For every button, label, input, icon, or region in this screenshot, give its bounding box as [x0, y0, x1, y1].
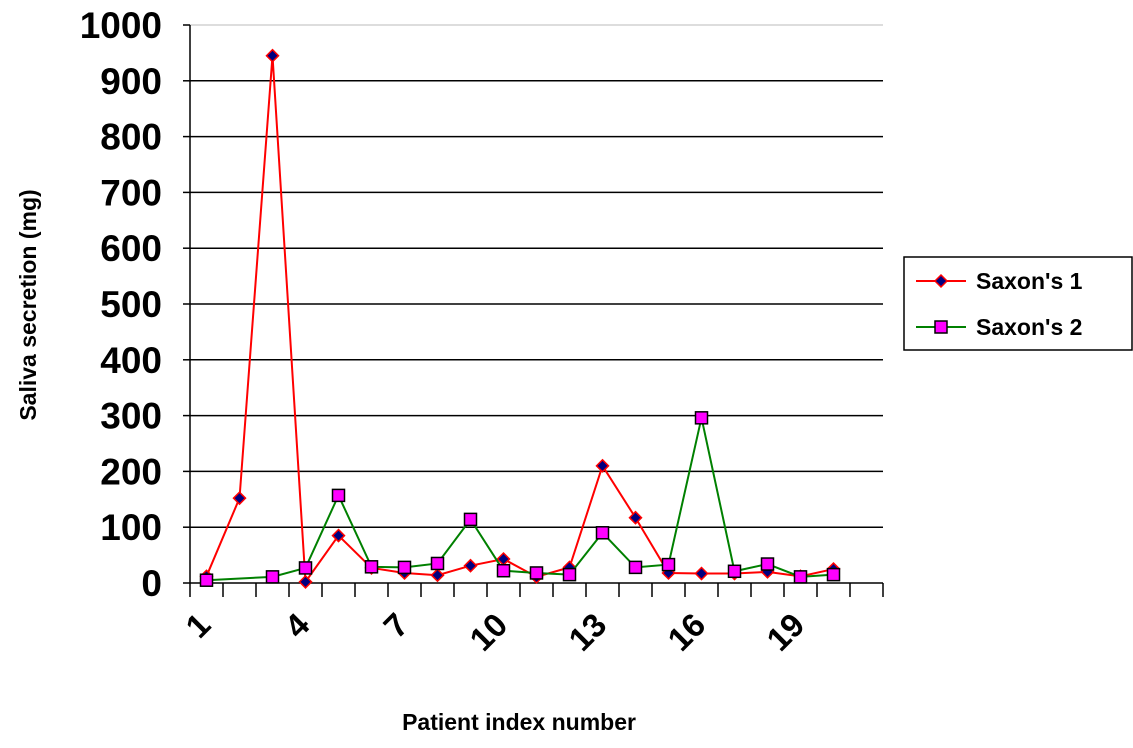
- data-point-saxon-s-1: [694, 566, 709, 581]
- data-point-saxon-s-2: [727, 564, 742, 579]
- data-point-saxon-s-2: [529, 566, 544, 580]
- data-point-saxon-s-2: [562, 567, 577, 582]
- x-tick-label: 1: [178, 606, 217, 645]
- data-point-saxon-s-1: [430, 568, 445, 583]
- y-axis-title: Saliva secretion (mg): [15, 189, 41, 420]
- y-tick-label: 300: [100, 396, 162, 437]
- data-point-saxon-s-2: [595, 526, 610, 540]
- data-point-saxon-s-2: [364, 560, 379, 574]
- y-tick-label: 800: [100, 117, 162, 158]
- data-point-saxon-s-2: [694, 411, 709, 425]
- data-point-saxon-s-2: [298, 561, 313, 575]
- data-point-saxon-s-1: [628, 510, 643, 525]
- data-point-saxon-s-1: [463, 558, 478, 573]
- data-point-saxon-s-2: [661, 557, 676, 572]
- data-point-saxon-s-2: [793, 570, 808, 584]
- x-tick-labels: 1 4 7 10 13 16 19: [178, 605, 811, 658]
- series-line-saxon-s-1: [205, 55, 834, 585]
- data-point-saxon-s-1: [265, 48, 280, 63]
- data-point-saxon-s-2: [331, 488, 346, 503]
- y-tick-label: 400: [100, 340, 162, 381]
- y-tick-label: 600: [100, 228, 162, 269]
- legend-marker-saxons-1: [933, 273, 949, 289]
- y-tick-label: 0: [141, 563, 162, 604]
- legend-label-saxons-2: Saxon's 2: [976, 314, 1082, 340]
- data-point-saxon-s-2: [430, 556, 445, 571]
- legend: Saxon's 1 Saxon's 2: [903, 256, 1133, 351]
- y-tick-label: 200: [100, 451, 162, 492]
- x-tick-label: 16: [660, 606, 712, 658]
- x-tick-label: 4: [277, 605, 317, 645]
- data-point-saxon-s-1: [331, 528, 346, 543]
- x-tick-label: 10: [462, 606, 514, 658]
- y-tick-label: 900: [100, 61, 162, 102]
- x-tick-label: 13: [561, 606, 613, 658]
- series-lines: [199, 48, 841, 589]
- y-tick-label: 100: [100, 507, 162, 548]
- data-point-saxon-s-2: [628, 560, 643, 575]
- x-tick-label: 7: [376, 606, 415, 645]
- data-point-saxon-s-1: [298, 574, 313, 589]
- x-axis-title: Patient index number: [402, 709, 636, 735]
- y-tick-labels: 0 100 200 300 400 500 600 700 800 900 1000: [80, 5, 162, 604]
- gridlines: [190, 24, 883, 528]
- data-point-saxon-s-2: [397, 560, 412, 575]
- data-point-saxon-s-1: [595, 458, 610, 473]
- data-point-saxon-s-2: [463, 512, 478, 527]
- data-point-saxon-s-1: [232, 491, 247, 506]
- x-tick-label: 19: [759, 606, 811, 658]
- y-tick-label: 500: [100, 284, 162, 325]
- axes: [183, 24, 884, 597]
- data-point-saxon-s-2: [760, 557, 775, 571]
- y-tick-label: 1000: [80, 5, 162, 46]
- legend-box: [903, 256, 1133, 351]
- data-point-saxon-s-2: [496, 563, 511, 578]
- y-tick-label: 700: [100, 172, 162, 213]
- data-point-saxon-s-2: [265, 570, 280, 584]
- legend-label-saxons-1: Saxon's 1: [976, 268, 1083, 294]
- legend-marker-saxons-2: [934, 320, 948, 334]
- data-point-saxon-s-2: [199, 573, 214, 587]
- data-point-saxon-s-2: [826, 567, 841, 582]
